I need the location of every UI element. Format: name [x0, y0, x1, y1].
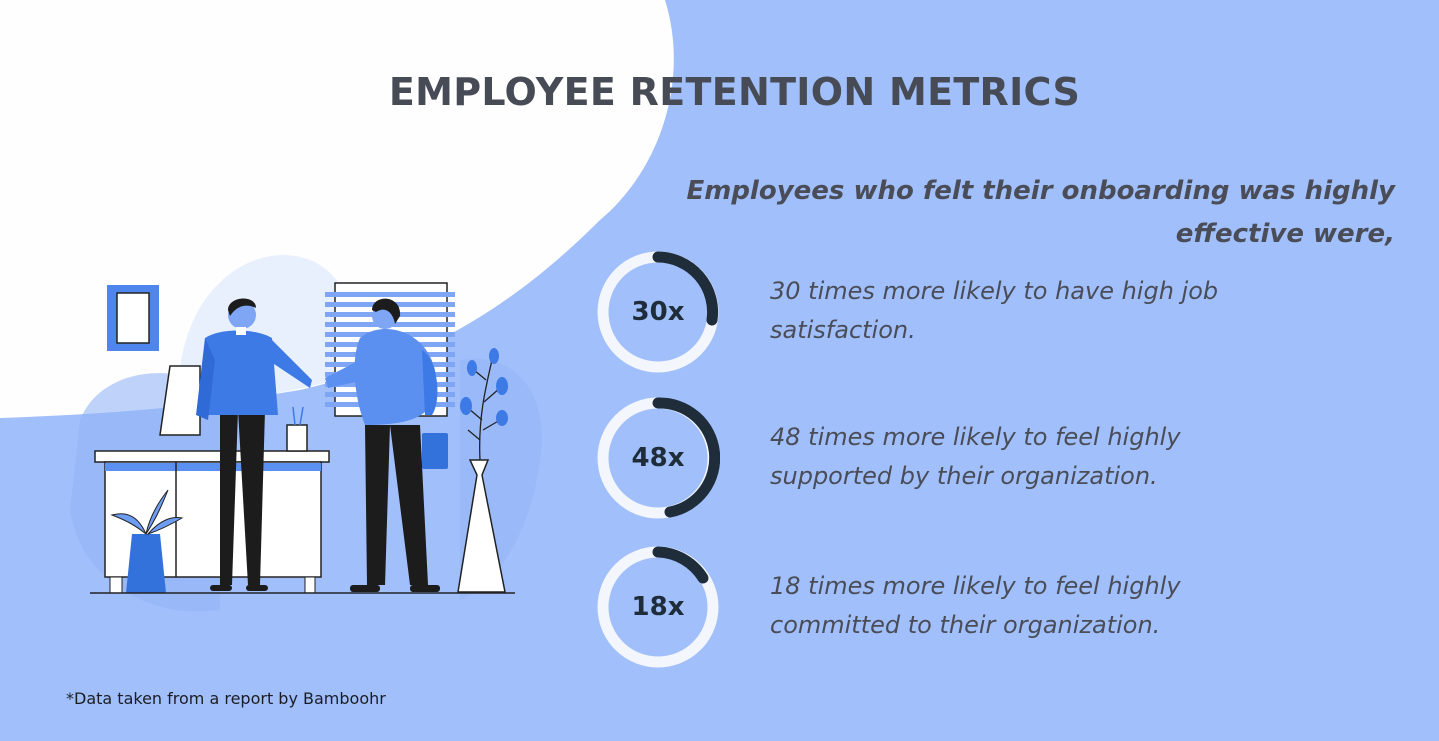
person-left — [196, 298, 312, 591]
intro-text: Employees who felt their onboarding was … — [686, 176, 1395, 249]
metric-badge: 18x — [631, 592, 685, 622]
briefcase — [422, 433, 448, 469]
desk-top — [94, 450, 330, 463]
source-footnote: *Data taken from a report by Bamboohr — [66, 689, 386, 708]
progress-ring — [597, 397, 720, 519]
page-title: EMPLOYEE RETENTION METRICS — [388, 70, 1081, 114]
pen-cup — [286, 424, 308, 452]
metric-item: 30x 30 times more likely to have high jo… — [596, 250, 1396, 374]
vase — [457, 459, 506, 593]
white-wave-shape — [0, 0, 674, 418]
metric-description: 18 times more likely to feel highly comm… — [770, 572, 1181, 639]
metric-description: 30 times more likely to have high job sa… — [770, 277, 1219, 344]
metric-description: 48 times more likely to feel highly supp… — [770, 423, 1181, 490]
metric-item: 18x 18 times more likely to feel highly … — [596, 545, 1396, 669]
handshake-illustration — [70, 254, 542, 612]
person-right — [325, 298, 448, 592]
monitor — [159, 365, 201, 436]
metric-badge: 48x — [631, 443, 685, 473]
metric-badge: 30x — [631, 297, 685, 327]
progress-ring — [597, 546, 719, 668]
plant-pot — [126, 534, 166, 593]
metric-item: 48x 48 times more likely to feel highly … — [596, 396, 1396, 520]
progress-ring — [597, 251, 719, 373]
